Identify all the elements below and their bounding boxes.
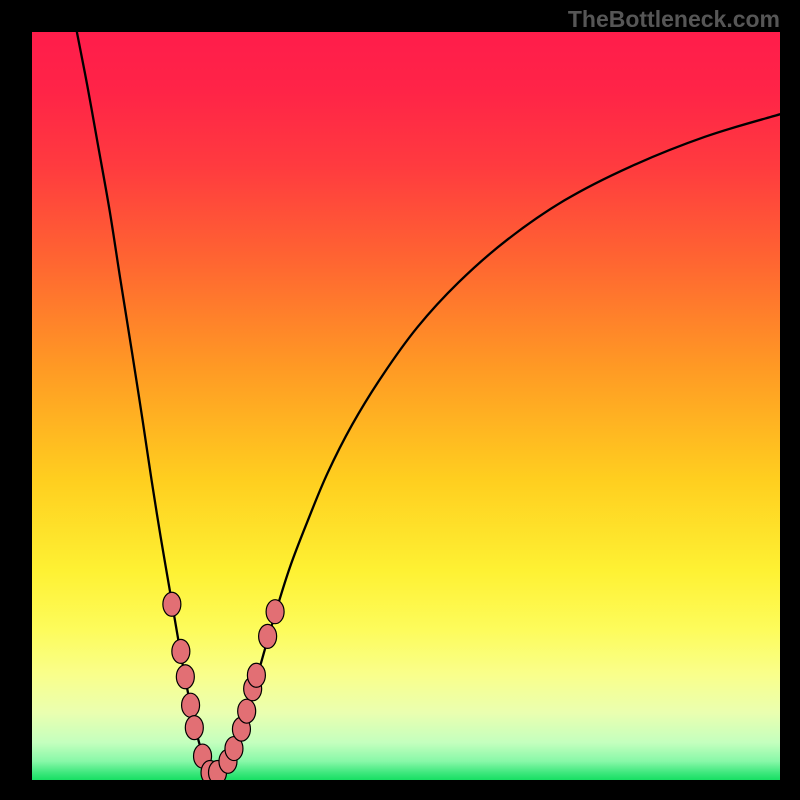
data-marker (259, 624, 277, 648)
data-marker (172, 639, 190, 663)
data-marker (238, 699, 256, 723)
data-marker (247, 663, 265, 687)
data-marker (163, 592, 181, 616)
gradient-background (32, 32, 780, 780)
data-marker (182, 693, 200, 717)
data-marker (176, 665, 194, 689)
chart-root: TheBottleneck.com (0, 0, 800, 800)
data-marker (185, 716, 203, 740)
data-marker (266, 600, 284, 624)
watermark-text: TheBottleneck.com (568, 6, 780, 33)
bottleneck-plot (32, 32, 780, 780)
